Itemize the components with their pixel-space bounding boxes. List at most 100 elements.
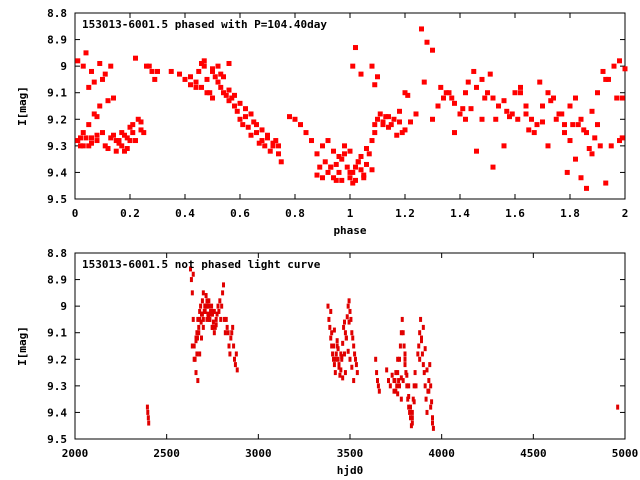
unphased-data-point xyxy=(423,383,427,389)
unphased-data-point xyxy=(196,378,200,384)
unphased-data-point xyxy=(343,370,347,376)
phased-data-point xyxy=(496,103,501,109)
phased-data-point xyxy=(333,161,339,167)
phased-data-point xyxy=(526,127,532,133)
phased-data-point xyxy=(102,71,108,77)
phased-data-point xyxy=(248,132,254,138)
unphased-data-point xyxy=(351,335,355,341)
unphased-data-point xyxy=(335,343,339,349)
phased-data-point xyxy=(435,103,441,109)
unphased-data-point xyxy=(343,351,346,357)
unphased-data-point xyxy=(421,324,425,330)
unphased-data-point xyxy=(225,324,229,330)
phased-data-point xyxy=(479,116,485,122)
unphased-x-tick-label: 2500 xyxy=(153,447,180,460)
phased-data-point xyxy=(127,138,133,144)
phased-data-point xyxy=(210,68,215,74)
unphased-data-point xyxy=(395,383,399,389)
phased-data-point xyxy=(567,138,573,144)
unphased-data-point xyxy=(354,356,357,362)
unphased-data-point xyxy=(339,367,343,373)
phased-data-point xyxy=(86,122,92,128)
phased-data-point xyxy=(614,95,620,101)
phased-data-point xyxy=(91,79,97,85)
phased-data-point xyxy=(218,71,224,77)
unphased-data-point xyxy=(425,367,429,373)
unphased-data-point xyxy=(189,266,192,272)
unphased-y-tick-label: 9.4 xyxy=(47,406,67,419)
unphased-data-point xyxy=(347,319,351,325)
unphased-data-point xyxy=(341,375,345,381)
phased-data-point xyxy=(606,76,611,82)
unphased-data-point xyxy=(407,393,411,399)
phased-data-point xyxy=(518,84,523,90)
unphased-data-point xyxy=(209,311,213,317)
phased-data-point xyxy=(119,143,125,149)
phased-data-point xyxy=(292,116,298,122)
unphased-data-point xyxy=(394,388,398,394)
phased-data-point xyxy=(592,135,598,141)
phased-data-point xyxy=(320,143,325,149)
phased-data-point xyxy=(562,130,567,136)
phased-data-point xyxy=(344,164,350,170)
phased-data-point xyxy=(581,127,587,133)
unphased-data-point xyxy=(220,303,224,309)
unphased-data-point xyxy=(423,346,427,352)
unphased-data-point xyxy=(201,316,205,322)
phased-data-point xyxy=(482,95,488,101)
phased-data-point xyxy=(342,143,347,149)
phased-data-point xyxy=(127,124,133,130)
unphased-data-point xyxy=(345,314,349,320)
unphased-data-point xyxy=(390,372,394,378)
phased-data-point xyxy=(622,66,628,72)
phased-data-point xyxy=(314,151,320,157)
unphased-data-point xyxy=(219,316,223,322)
unphased-data-point xyxy=(337,364,341,370)
unphased-data-point xyxy=(346,348,350,354)
phased-data-point xyxy=(364,161,369,167)
phased-x-tick-label: 0.6 xyxy=(230,207,250,220)
unphased-x-tick-label: 4000 xyxy=(428,447,455,460)
phased-data-point xyxy=(248,111,254,117)
unphased-data-point xyxy=(392,388,396,394)
phased-data-point xyxy=(375,116,380,122)
unphased-data-point xyxy=(428,362,432,368)
phased-data-point xyxy=(105,98,111,104)
unphased-data-point xyxy=(208,316,212,322)
phased-data-point xyxy=(270,143,276,149)
unphased-data-point xyxy=(216,303,220,309)
phased-data-point xyxy=(430,47,435,53)
unphased-data-point xyxy=(374,356,378,362)
unphased-data-point xyxy=(353,351,357,357)
phased-data-point xyxy=(317,164,323,170)
phased-data-point xyxy=(358,71,364,77)
unphased-data-point xyxy=(222,282,225,288)
phased-data-point xyxy=(135,116,141,122)
phased-data-point xyxy=(223,92,229,98)
phased-data-point xyxy=(397,108,402,114)
phased-data-point xyxy=(553,116,559,122)
phased-y-tick-label: 9 xyxy=(60,60,67,73)
unphased-data-point xyxy=(146,409,150,415)
phased-data-point xyxy=(619,135,625,141)
phased-data-point xyxy=(232,92,237,98)
phased-data-point xyxy=(617,58,622,64)
phased-data-point xyxy=(78,143,83,149)
phased-data-point xyxy=(350,180,356,186)
phased-data-point xyxy=(603,76,609,82)
unphased-data-point xyxy=(203,303,207,309)
unphased-x-tick-label: 3000 xyxy=(245,447,272,460)
phased-data-point xyxy=(226,87,232,93)
unphased-data-point xyxy=(348,308,352,314)
phased-data-point xyxy=(504,108,510,114)
phased-data-point xyxy=(424,39,430,45)
unphased-data-point xyxy=(146,415,150,421)
phased-data-point xyxy=(243,106,248,112)
phased-data-point xyxy=(188,82,193,88)
phased-data-point xyxy=(265,132,270,138)
unphased-data-point xyxy=(412,383,416,389)
phased-data-point xyxy=(182,76,188,82)
phased-data-point xyxy=(138,119,144,125)
unphased-data-point xyxy=(342,324,346,330)
phased-data-point xyxy=(116,138,122,144)
